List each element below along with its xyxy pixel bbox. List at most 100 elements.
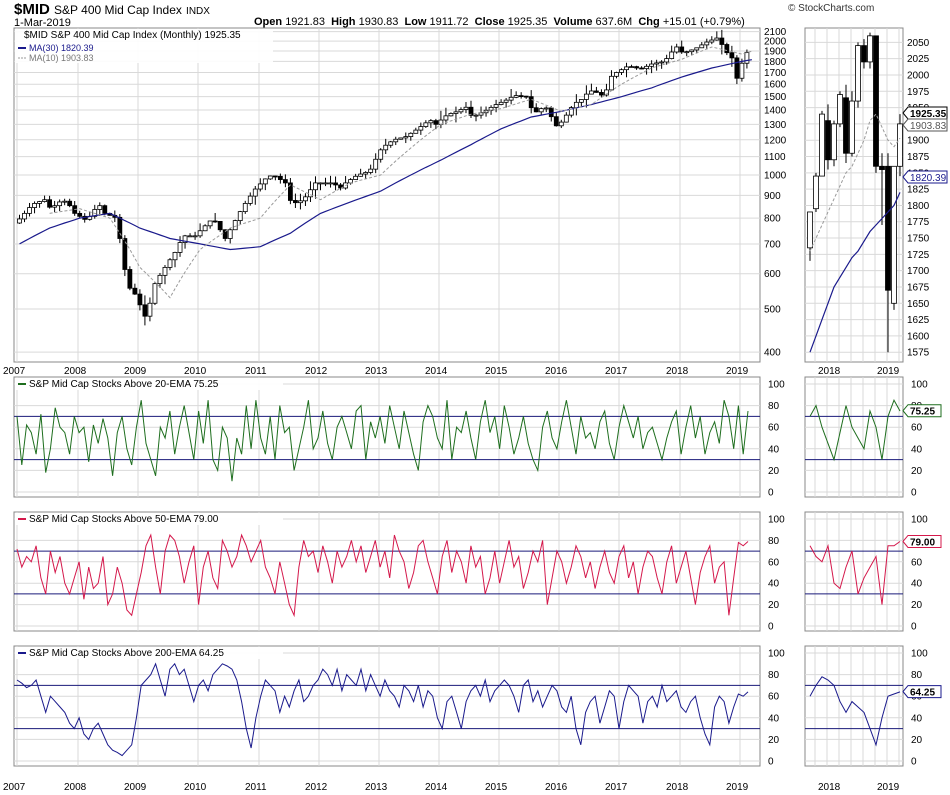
price-candle-body — [117, 216, 123, 239]
price-candle-body — [252, 188, 258, 197]
price-candle-body — [383, 144, 389, 151]
price-candle-body — [583, 93, 589, 100]
indicator-tick-label: 0 — [768, 488, 774, 499]
price-tick-label: 2100 — [764, 27, 787, 38]
price-candle-body — [513, 95, 519, 98]
open-value: 1921.83 — [285, 16, 325, 28]
zoom-candle-body — [843, 97, 849, 154]
price-candle-body — [257, 183, 263, 190]
price-candle-body — [468, 106, 474, 116]
main-panel-frame-1 — [13, 376, 761, 498]
price-candle-body — [719, 37, 725, 45]
price-candle-body — [433, 120, 439, 125]
price-candle-body — [378, 149, 384, 160]
price-candle-body — [37, 201, 42, 204]
price-candle-body — [473, 114, 479, 117]
indicator-tick-label: 60 — [768, 692, 780, 703]
price-candle-body — [227, 229, 233, 239]
zoom-candle-body — [849, 100, 855, 154]
zoom-indicator-tick-label: 60 — [911, 557, 923, 568]
quote-bar: Open 1921.83 High 1930.83 Low 1911.72 Cl… — [254, 16, 745, 28]
price-candle-body — [328, 182, 333, 185]
high-value: 1930.83 — [358, 16, 399, 28]
zoom-indicator-line — [809, 399, 901, 462]
price-tick-label: 1000 — [764, 171, 787, 182]
zoom-candle-body — [855, 45, 861, 102]
price-tick-label: 1700 — [764, 68, 787, 79]
low-value: 1911.72 — [429, 16, 469, 28]
indicator-tick-label: 0 — [768, 757, 774, 768]
price-candle-body — [739, 62, 745, 79]
zoom-candle-body — [891, 165, 897, 304]
high-label: High — [331, 16, 356, 28]
price-candle-body — [428, 120, 434, 124]
price-tick-label: 400 — [764, 348, 781, 359]
zoom-price-flag — [902, 118, 948, 132]
indicator-tick-label: 60 — [768, 423, 780, 434]
price-candle-body — [47, 199, 52, 208]
zoom-price-tick-label: 1700 — [907, 266, 930, 277]
price-candle-body — [629, 66, 634, 69]
price-candle-body — [624, 66, 629, 71]
index-name: S&P 400 Mid Cap Index — [54, 3, 182, 17]
price-candle-body — [393, 138, 399, 143]
price-candle-body — [604, 89, 609, 96]
zoom-price-tick-label: 2050 — [907, 38, 930, 49]
ma30-line — [19, 59, 752, 251]
zoom-indicator-tick-label: 40 — [911, 713, 923, 724]
price-candle-body — [699, 44, 705, 49]
price-candle-body — [338, 184, 343, 189]
price-candle-body — [222, 229, 228, 239]
bottom-year-label: 2010 — [184, 782, 207, 793]
indicator-tick-label: 40 — [768, 579, 780, 590]
price-candle-body — [744, 51, 750, 64]
price-candle-body — [493, 104, 499, 108]
price-candle-body — [553, 116, 559, 127]
zoom-price-tick-label: 2025 — [907, 54, 930, 65]
price-candle-body — [323, 182, 328, 185]
price-candle-body — [368, 168, 374, 173]
price-year-label: 2011 — [245, 366, 267, 377]
price-candle-body — [518, 95, 524, 97]
zoom-price-flag-label: 1820.39 — [910, 173, 947, 184]
price-year-label: 2009 — [124, 366, 147, 377]
main-panel-frame-3 — [13, 645, 761, 767]
price-tick-label: 1600 — [764, 80, 787, 91]
price-candle-body — [303, 196, 308, 202]
price-year-label: 2019 — [726, 366, 749, 377]
price-candle-body — [293, 200, 298, 204]
zoom-candle-body — [861, 45, 867, 63]
price-year-label: 2010 — [184, 366, 207, 377]
price-candle-body — [704, 41, 710, 46]
zoom-indicator-tick-label: 80 — [911, 670, 923, 681]
price-candle-body — [398, 137, 404, 140]
price-year-label: 2016 — [545, 366, 568, 377]
price-tick-label: 1300 — [764, 120, 787, 131]
chg-label: Chg — [638, 16, 660, 28]
ma10-legend-label: MA(10) 1903.83 — [29, 53, 94, 63]
zoom-candle-body — [813, 175, 819, 210]
price-year-label: 2015 — [485, 366, 508, 377]
zoom-indicator-tick-label: 20 — [911, 735, 923, 746]
exchange: INDX — [186, 6, 210, 17]
zoom-price-tick-label: 1775 — [907, 217, 930, 228]
price-candle-body — [152, 283, 158, 304]
price-candle-body — [373, 158, 379, 170]
price-candle-body — [62, 200, 68, 203]
price-candle-body — [272, 175, 278, 178]
price-tick-label: 600 — [764, 269, 781, 280]
price-candle-body — [508, 96, 514, 101]
indicator-line — [16, 400, 749, 482]
indicator-tick-label: 20 — [768, 600, 780, 611]
zoom-indicator-tick-label: 0 — [911, 757, 917, 768]
indicator-tick-label: 0 — [768, 622, 774, 633]
price-candle-body — [57, 201, 63, 207]
bottom-year-label: 2014 — [425, 782, 448, 793]
price-candle-body — [619, 69, 624, 73]
price-candle-body — [563, 114, 569, 123]
zoom-year-label: 2018 — [818, 366, 841, 377]
indicator-tick-label: 100 — [768, 515, 785, 526]
price-candle-body — [167, 259, 173, 268]
price-year-label: 2018 — [666, 366, 689, 377]
